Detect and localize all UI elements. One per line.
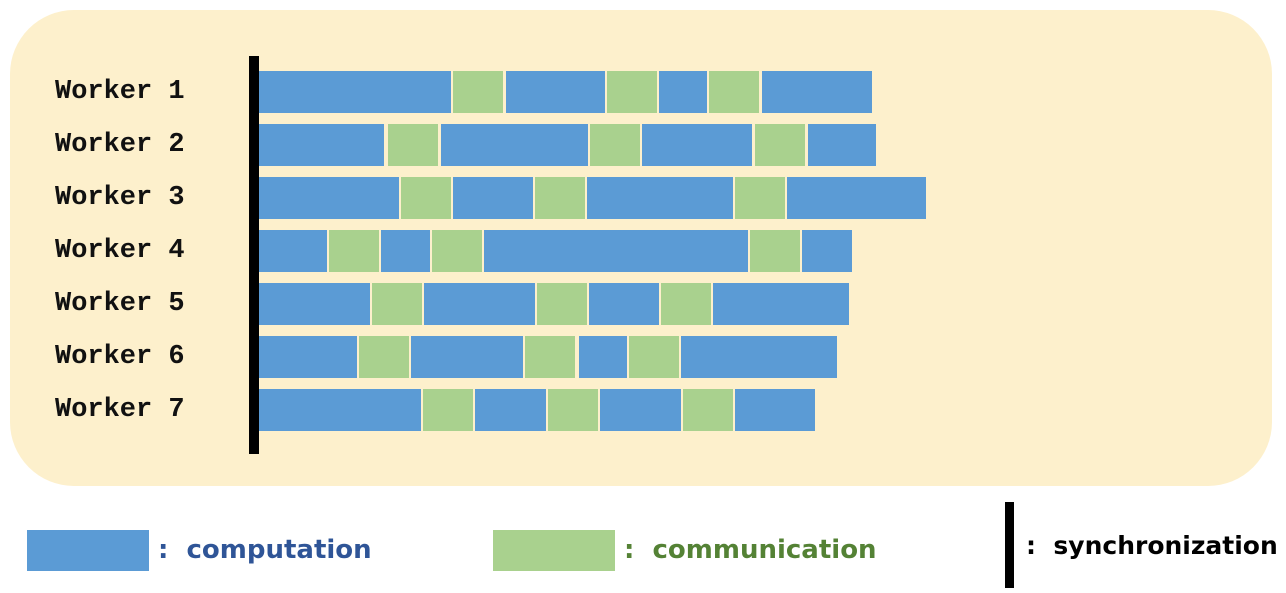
- worker-6-computation-segment: [259, 336, 357, 378]
- worker-2-computation-segment: [642, 124, 752, 166]
- worker-2-communication-segment: [590, 124, 640, 166]
- worker-7-communication-segment: [683, 389, 733, 431]
- worker-7-communication-segment: [423, 389, 473, 431]
- synchronization-bar: [249, 56, 259, 454]
- worker-7-computation-segment: [475, 389, 546, 431]
- worker-2-computation-segment: [808, 124, 876, 166]
- worker-1-computation-segment: [762, 71, 872, 113]
- legend-synchronization-swatch: [1005, 502, 1014, 588]
- worker-3-communication-segment: [735, 177, 785, 219]
- worker-4-computation-segment: [484, 230, 748, 272]
- worker-label-1: Worker 1: [55, 77, 185, 107]
- worker-5-computation-segment: [589, 283, 659, 325]
- worker-6-communication-segment: [359, 336, 409, 378]
- worker-label-4: Worker 4: [55, 236, 185, 266]
- worker-3-computation-segment: [587, 177, 733, 219]
- legend-computation-label: : computation: [158, 535, 372, 565]
- worker-5-computation-segment: [424, 283, 535, 325]
- worker-6-computation-segment: [579, 336, 627, 378]
- worker-4-communication-segment: [329, 230, 379, 272]
- worker-label-3: Worker 3: [55, 183, 185, 213]
- worker-2-computation-segment: [259, 124, 384, 166]
- worker-6-communication-segment: [629, 336, 679, 378]
- worker-4-computation-segment: [381, 230, 430, 272]
- worker-5-computation-segment: [713, 283, 849, 325]
- worker-2-communication-segment: [388, 124, 438, 166]
- worker-5-computation-segment: [259, 283, 370, 325]
- worker-2-communication-segment: [755, 124, 805, 166]
- worker-1-communication-segment: [453, 71, 503, 113]
- worker-3-computation-segment: [259, 177, 399, 219]
- worker-1-communication-segment: [709, 71, 759, 113]
- worker-1-computation-segment: [659, 71, 707, 113]
- legend-synchronization-label: : synchronization: [1026, 531, 1278, 560]
- worker-label-6: Worker 6: [55, 342, 185, 372]
- worker-label-7: Worker 7: [55, 395, 185, 425]
- worker-7-communication-segment: [548, 389, 598, 431]
- worker-7-computation-segment: [259, 389, 421, 431]
- worker-5-communication-segment: [661, 283, 711, 325]
- worker-5-communication-segment: [372, 283, 422, 325]
- worker-4-communication-segment: [750, 230, 800, 272]
- worker-4-communication-segment: [432, 230, 482, 272]
- worker-label-2: Worker 2: [55, 130, 185, 160]
- worker-1-computation-segment: [259, 71, 451, 113]
- worker-1-computation-segment: [506, 71, 605, 113]
- worker-4-computation-segment: [802, 230, 852, 272]
- worker-3-communication-segment: [535, 177, 585, 219]
- worker-3-communication-segment: [401, 177, 451, 219]
- worker-1-communication-segment: [607, 71, 657, 113]
- worker-4-computation-segment: [259, 230, 327, 272]
- worker-6-computation-segment: [411, 336, 523, 378]
- worker-5-communication-segment: [537, 283, 587, 325]
- legend-computation-swatch: [27, 530, 149, 571]
- legend-communication-swatch: [493, 530, 615, 571]
- worker-6-computation-segment: [681, 336, 837, 378]
- worker-3-computation-segment: [787, 177, 926, 219]
- worker-3-computation-segment: [453, 177, 533, 219]
- worker-7-computation-segment: [600, 389, 681, 431]
- legend-communication-label: : communication: [624, 535, 877, 565]
- worker-label-5: Worker 5: [55, 289, 185, 319]
- worker-6-communication-segment: [525, 336, 575, 378]
- worker-2-computation-segment: [441, 124, 588, 166]
- worker-7-computation-segment: [735, 389, 815, 431]
